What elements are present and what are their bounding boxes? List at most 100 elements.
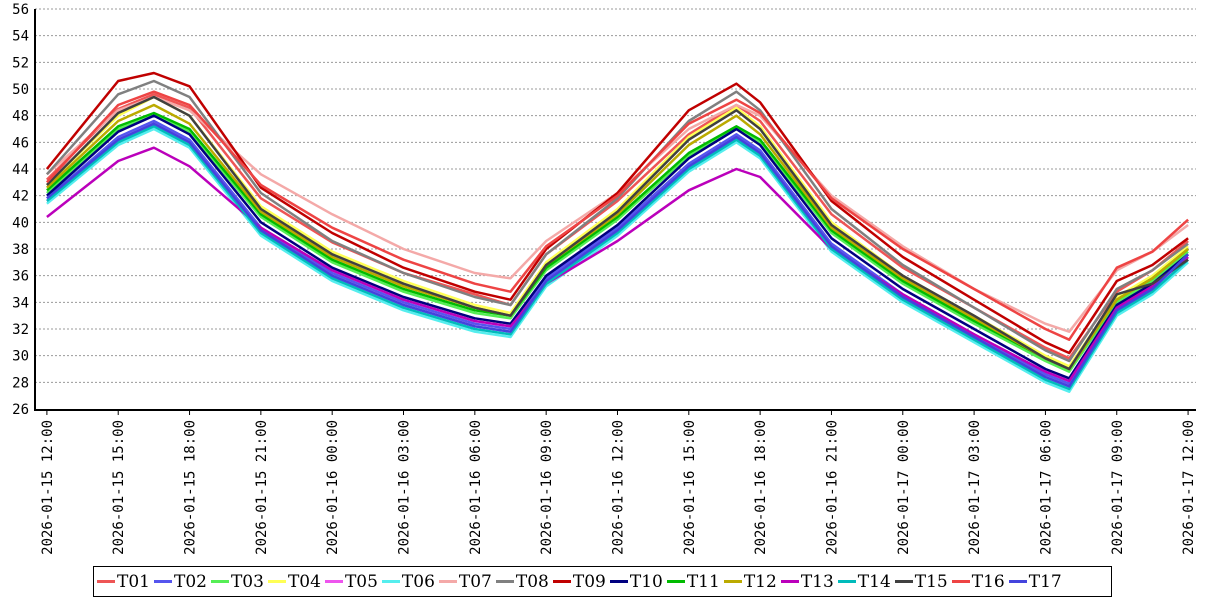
x-tick-label: 2026-01-16 18:00: [753, 420, 769, 555]
legend-item: T05: [324, 571, 378, 592]
legend-swatch: [723, 580, 742, 583]
y-tick-label: 30: [12, 349, 29, 365]
legend-item: T09: [552, 571, 606, 592]
y-tick-label: 46: [12, 135, 29, 151]
x-tick-label: 2026-01-16 00:00: [325, 420, 341, 555]
legend-swatch: [837, 580, 856, 583]
y-tick-label: 32: [12, 322, 29, 338]
y-tick-label: 38: [12, 242, 29, 258]
legend-label: T17: [1028, 571, 1062, 592]
legend-label: T02: [173, 571, 207, 592]
y-tick-label: 42: [12, 189, 29, 205]
legend-swatch: [97, 580, 115, 583]
y-tick-label: 34: [12, 295, 29, 311]
legend-label: T09: [572, 571, 606, 592]
x-tick-label: 2026-01-17 03:00: [967, 420, 983, 555]
legend-swatch: [153, 580, 172, 583]
legend-item: T04: [267, 571, 321, 592]
legend-item: T02: [153, 571, 207, 592]
x-tick-label: 2026-01-15 15:00: [111, 420, 127, 555]
x-tick-label: 2026-01-16 06:00: [468, 420, 484, 555]
legend-swatch: [666, 580, 685, 583]
y-tick-label: 48: [12, 109, 29, 125]
series-line-t14: [46, 125, 1189, 391]
series-line-t13: [46, 146, 1189, 383]
legend-label: T13: [800, 571, 834, 592]
legend-item: T11: [666, 571, 720, 592]
legend-swatch: [210, 580, 229, 583]
legend-item: T10: [609, 571, 663, 592]
x-tick-label: 2026-01-16 09:00: [539, 420, 555, 555]
x-tick-label: 2026-01-15 21:00: [254, 420, 270, 555]
legend-label: T11: [686, 571, 720, 592]
x-tick-label: 2026-01-16 15:00: [682, 420, 698, 555]
legend-item: T12: [723, 571, 777, 592]
legend-item: T01: [97, 572, 150, 592]
y-tick-label: 28: [12, 375, 29, 391]
legend-swatch: [552, 580, 571, 583]
y-tick-label: 44: [12, 162, 29, 178]
legend-swatch: [495, 580, 514, 583]
legend-swatch: [267, 580, 286, 583]
legend-label: T01: [117, 571, 150, 592]
legend-label: T10: [629, 571, 663, 592]
series-line-t10: [46, 114, 1189, 380]
legend-swatch: [894, 580, 913, 583]
series-line-t02: [46, 119, 1189, 385]
series-line-t01: [46, 93, 1189, 360]
series-line-t17: [46, 122, 1189, 388]
legend-item: T15: [894, 571, 948, 592]
series-line-t15: [46, 95, 1189, 371]
legend-item: T13: [780, 571, 834, 592]
x-tick-label: 2026-01-15 12:00: [40, 420, 56, 555]
series-line-t09: [45, 71, 1189, 355]
legend-swatch: [780, 580, 799, 583]
series-lines: [45, 71, 1189, 393]
legend-label: T05: [344, 571, 378, 592]
legend-swatch: [1008, 580, 1027, 583]
x-tick-label: 2026-01-17 00:00: [896, 420, 912, 555]
legend-label: T07: [458, 571, 492, 592]
axes: [34, 9, 1196, 415]
legend-item: T16: [951, 571, 1005, 592]
legend-item: T14: [837, 571, 891, 592]
legend-label: T04: [287, 571, 321, 592]
legend-label: T15: [914, 571, 948, 592]
legend-swatch: [609, 580, 628, 583]
y-tick-label: 40: [12, 215, 29, 231]
x-tick-label: 2026-01-16 21:00: [824, 420, 840, 555]
legend-label: T06: [401, 571, 435, 592]
series-line-t03: [46, 114, 1189, 373]
legend-swatch: [438, 580, 457, 583]
y-tick-label: 54: [12, 29, 29, 45]
series-line-t06: [46, 127, 1189, 393]
legend-item: T07: [438, 571, 492, 592]
legend-label: T12: [743, 571, 777, 592]
series-line-t16: [45, 90, 1189, 341]
y-tick-label: 36: [12, 269, 29, 285]
y-tick-label: 26: [12, 402, 29, 418]
x-tick-labels: 2026-01-15 12:00 2026-01-15 15:00 2026-01-…: [40, 420, 1197, 555]
x-tick-label: 2026-01-16 12:00: [610, 420, 626, 555]
legend-label: T14: [857, 571, 891, 592]
x-tick-label: 2026-01-17 12:00: [1181, 420, 1197, 555]
y-tick-labels: 26 28 30 32 34 36 38 40 42 44 46 48 50 52 54 56: [12, 2, 29, 418]
legend-label: T08: [515, 571, 549, 592]
legend-item: T17: [1008, 571, 1062, 592]
legend-swatch: [324, 580, 343, 583]
legend: T01 T02 T03 T04 T05 T06 T07 T08 T09 T10 T11 T12 T13 T…: [93, 566, 1112, 597]
y-tick-label: 52: [12, 55, 29, 71]
x-tick-label: 2026-01-17 09:00: [1110, 420, 1126, 555]
x-tick-label: 2026-01-15 18:00: [183, 420, 199, 555]
legend-label: T16: [971, 571, 1005, 592]
legend-item: T03: [210, 571, 264, 592]
legend-item: T08: [495, 571, 549, 592]
x-tick-label: 2026-01-17 06:00: [1038, 420, 1054, 555]
legend-swatch: [381, 580, 400, 583]
legend-item: T06: [381, 571, 435, 592]
y-tick-label: 50: [12, 82, 29, 98]
y-tick-label: 56: [12, 2, 29, 18]
legend-label: T03: [230, 571, 264, 592]
